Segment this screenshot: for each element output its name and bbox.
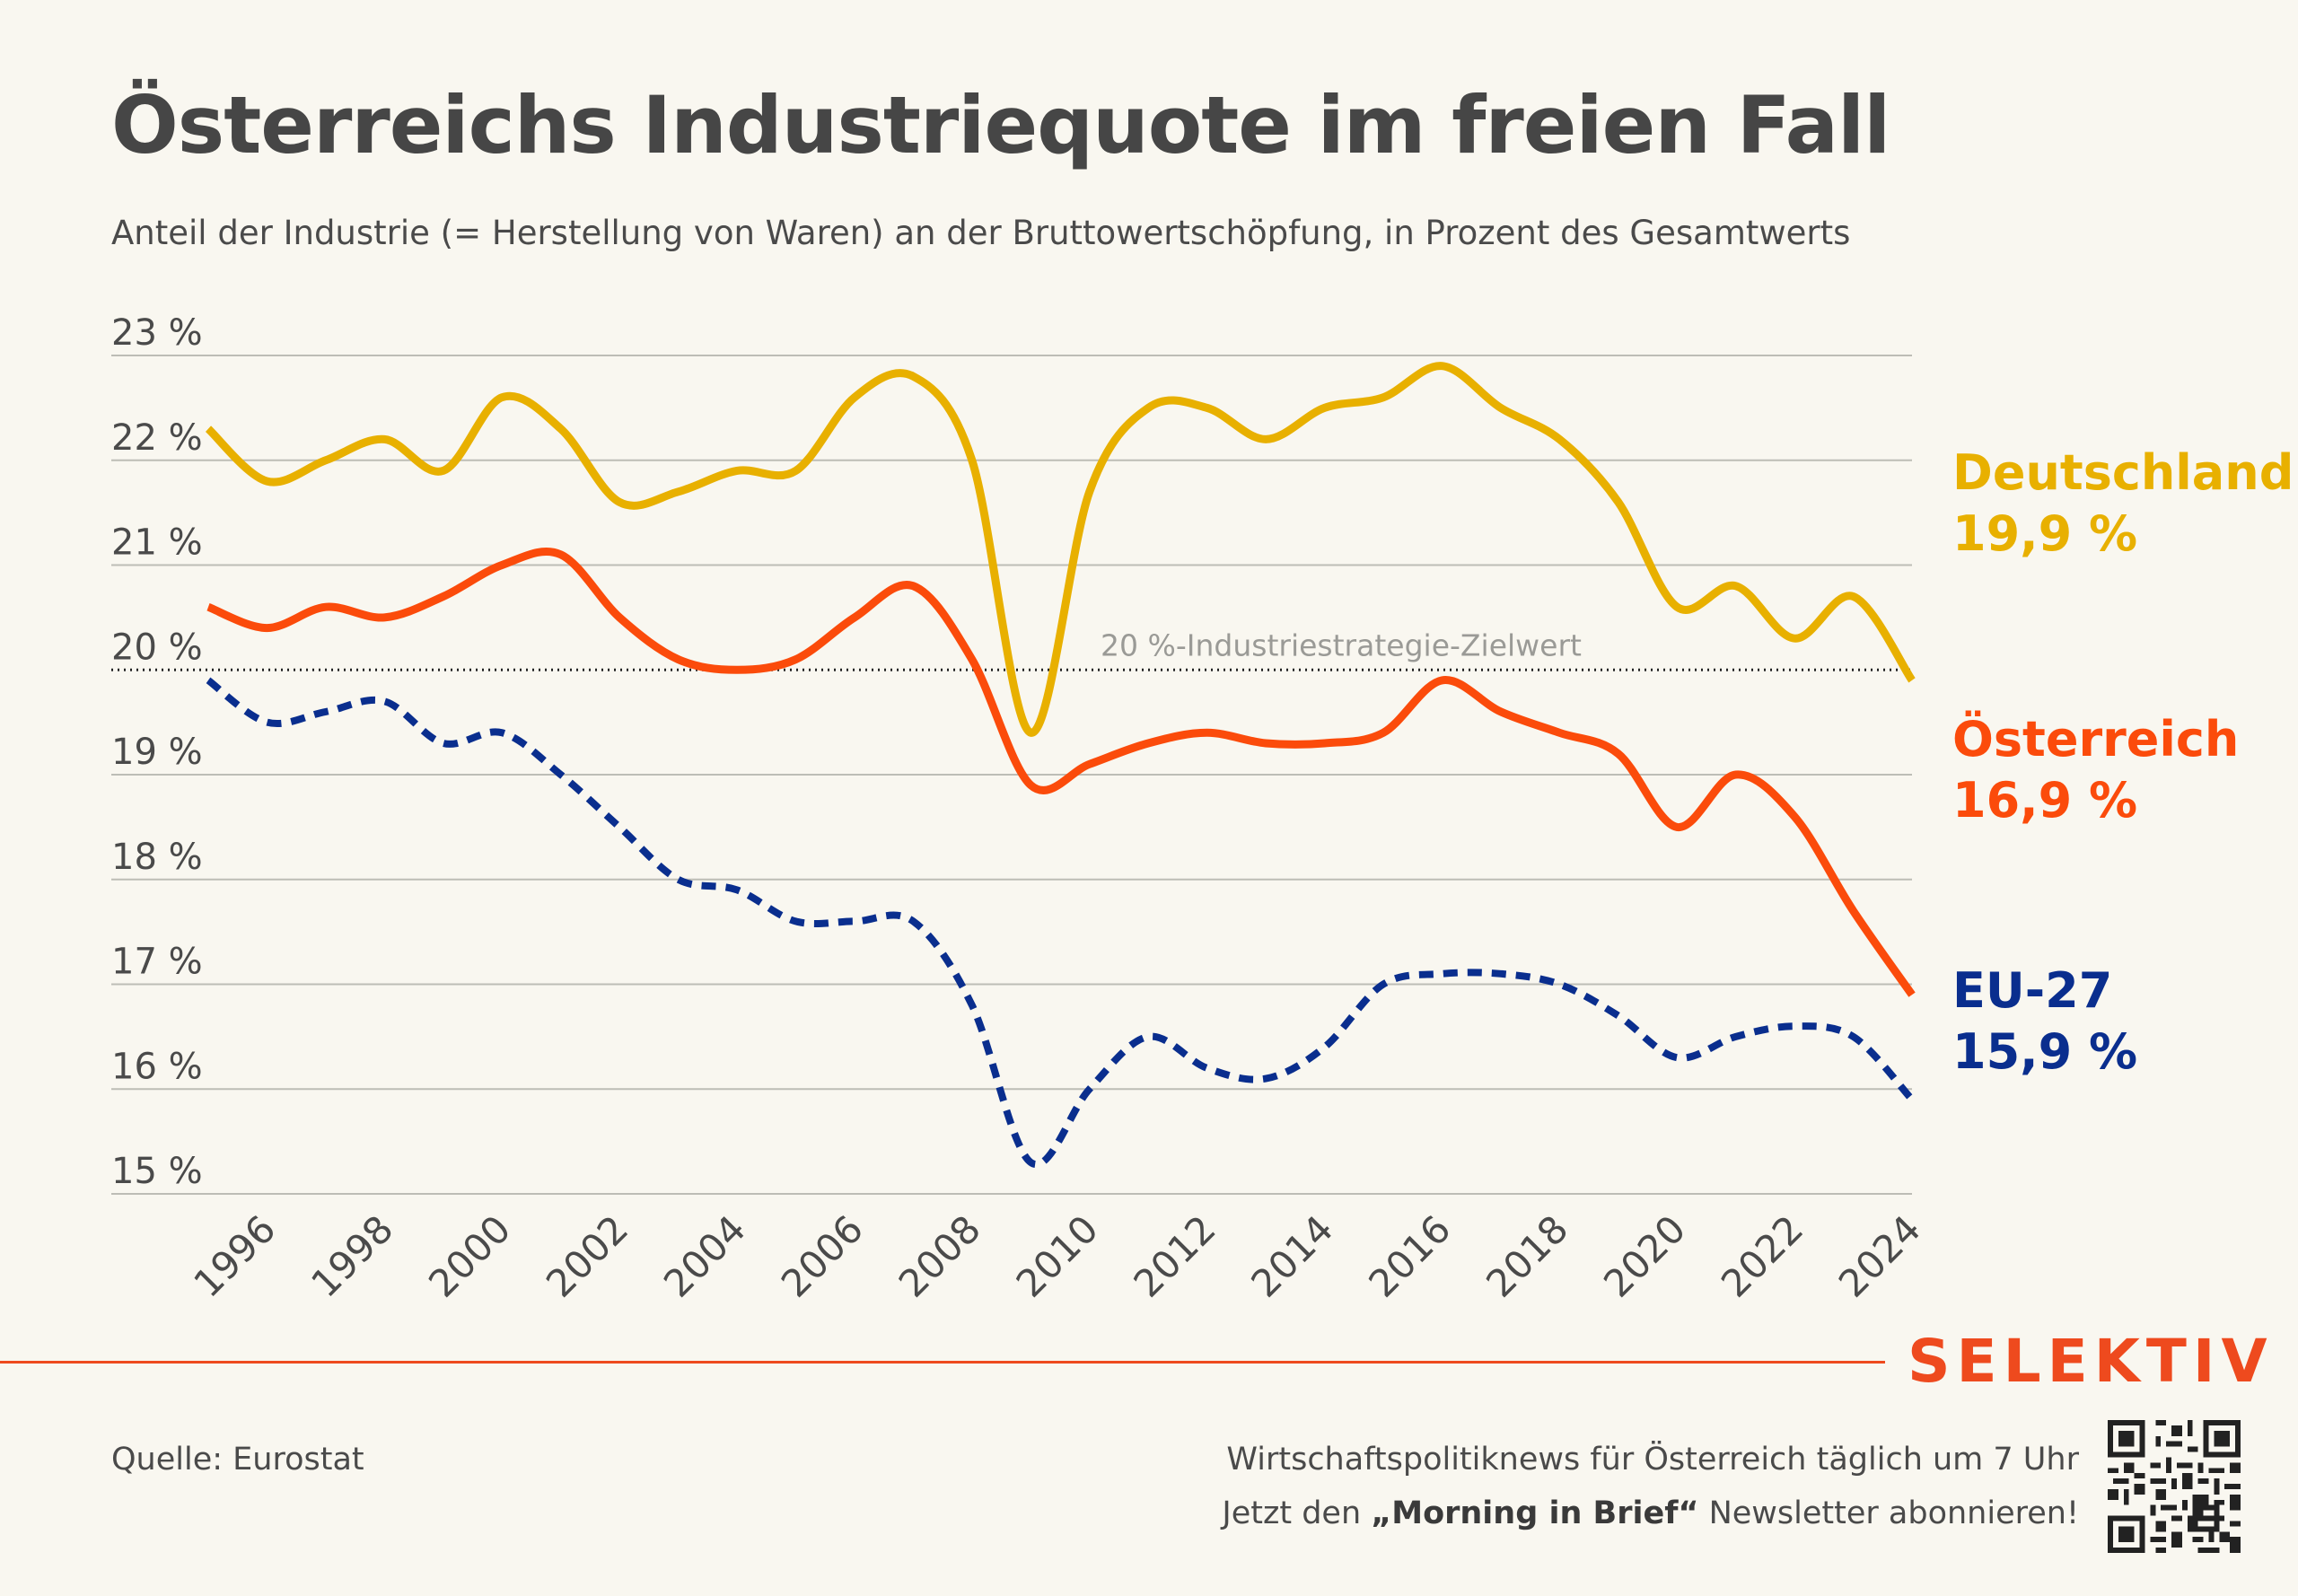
y-tick-label: 21 % (111, 522, 203, 564)
y-tick-label: 17 % (111, 942, 203, 983)
series-line-eu-27 (206, 677, 1915, 1169)
legend-value-oesterreich: 16,9 % (1952, 772, 2137, 829)
y-axis-ticks: 15 % 16 % 17 % 18 % 19 % 20 % 21 % 22 % 23 % (111, 312, 203, 1192)
x-axis-ticks: 1996 1998 2000 2002 2004 2006 2008 2010 2012 2014… (185, 1206, 1929, 1305)
brand-logo: SELEKTIV (1908, 1327, 2274, 1396)
legend-name-eu-27: EU-27 (1952, 962, 2112, 1019)
x-tick-label: 2012 (1125, 1206, 1224, 1305)
series-line-oesterreich (206, 547, 1916, 997)
x-tick-label: 2002 (538, 1206, 636, 1305)
x-tick-label: 2024 (1830, 1206, 1929, 1305)
legend-value-eu-27: 15,9 % (1952, 1023, 2137, 1080)
legend-name-oesterreich: Österreich (1952, 711, 2239, 767)
y-tick-label: 19 % (111, 732, 203, 773)
x-tick-label: 2020 (1595, 1206, 1694, 1305)
promo-line-2[interactable]: Jetzt den „Morning in Brief“ Newsletter … (1222, 1495, 2079, 1531)
x-tick-label: 2006 (773, 1206, 872, 1305)
promo-line-1: Wirtschaftspolitiknews für Österreich tä… (1226, 1442, 2079, 1478)
x-tick-label: 2022 (1713, 1206, 1811, 1305)
promo-prefix: Jetzt den (1222, 1495, 1372, 1531)
x-tick-label: 1998 (303, 1206, 401, 1305)
x-tick-label: 2000 (420, 1206, 519, 1305)
chart-subtitle: Anteil der Industrie (= Herstellung von … (111, 214, 1851, 252)
series-lines (205, 362, 1916, 1169)
x-tick-label: 1996 (185, 1206, 284, 1305)
chart-title: Österreichs Industriequote im freien Fal… (111, 79, 1890, 171)
legend-name-deutschland: Deutschland (1952, 444, 2294, 501)
x-tick-label: 2004 (655, 1206, 754, 1305)
x-tick-label: 2014 (1242, 1206, 1341, 1305)
newsletter-name[interactable]: „Morning in Brief“ (1371, 1495, 1699, 1531)
y-tick-label: 20 % (111, 627, 203, 668)
line-chart: 20 %-Industriestrategie-Zielwert 15 % 16 … (111, 312, 2294, 1306)
series-line-deutschland (205, 362, 1916, 737)
x-tick-label: 2016 (1360, 1206, 1459, 1305)
footer-divider (0, 1361, 1885, 1364)
source-note: Quelle: Eurostat (111, 1442, 364, 1478)
y-tick-label: 22 % (111, 417, 203, 459)
grid-lines (111, 355, 1912, 1195)
y-tick-label: 16 % (111, 1046, 203, 1087)
x-tick-label: 2018 (1478, 1206, 1576, 1305)
qr-code-icon[interactable] (2108, 1420, 2241, 1553)
x-tick-label: 2008 (890, 1206, 989, 1305)
promo-suffix: Newsletter abonnieren! (1698, 1495, 2079, 1531)
legend-value-deutschland: 19,9 % (1952, 505, 2137, 562)
y-tick-label: 15 % (111, 1151, 203, 1192)
y-tick-label: 18 % (111, 837, 203, 878)
y-tick-label: 23 % (111, 312, 203, 354)
x-tick-label: 2010 (1008, 1206, 1107, 1305)
reference-line-label: 20 %-Industriestrategie-Zielwert (1101, 627, 1582, 662)
